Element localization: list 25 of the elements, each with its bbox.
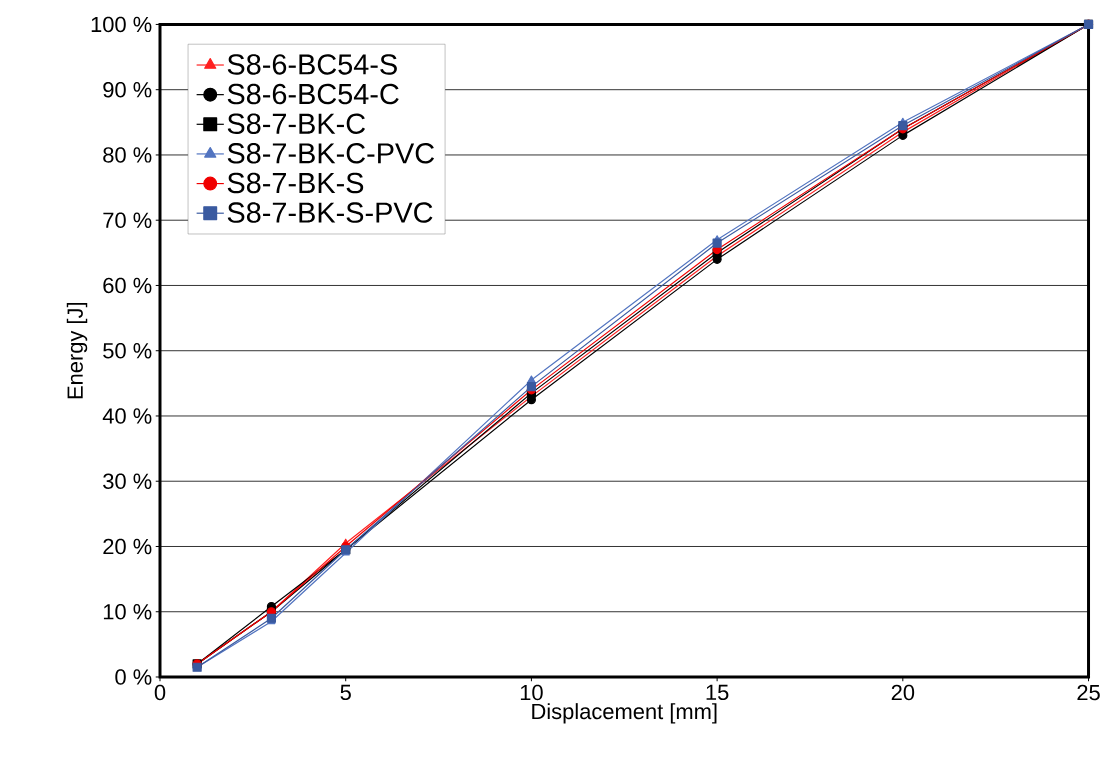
y-tick-label: 100 %	[91, 16, 152, 33]
y-tick-label: 80 %	[103, 147, 152, 163]
y-tick-label: 20 %	[103, 538, 152, 555]
y-tick-label: 70 %	[103, 212, 152, 228]
y-tick-label: 0 %	[115, 669, 152, 685]
x-tick-label: 25	[1077, 684, 1100, 701]
x-axis-title: Displacement [mm]	[532, 703, 717, 724]
x-tick-label: 20	[891, 684, 915, 701]
x-tick-label: 15	[706, 684, 729, 701]
x-tick-label: 0	[154, 684, 166, 701]
y-axis-title: Energy [J]	[66, 302, 88, 399]
legend-label: S8-7-BK-S	[227, 172, 364, 194]
y-tick-label: 30 %	[103, 473, 152, 489]
legend-label: S8-7-BK-C-PVC	[227, 143, 435, 164]
y-tick-label: 60 %	[103, 277, 152, 294]
legend-label: S8-6-BC54-S	[227, 54, 397, 75]
y-tick-label: 10 %	[103, 603, 152, 620]
y-tick-label: 90 %	[103, 81, 152, 98]
y-tick-label: 50 %	[103, 342, 152, 359]
legend-label: S8-6-BC54-C	[227, 83, 399, 105]
legend-label: S8-7-BK-S-PVC	[227, 202, 433, 223]
y-tick-label: 40 %	[102, 408, 152, 424]
x-tick-label: 5	[340, 684, 351, 701]
legend-label: S8-7-BK-C	[227, 113, 365, 134]
x-tick-label: 10	[520, 684, 543, 701]
